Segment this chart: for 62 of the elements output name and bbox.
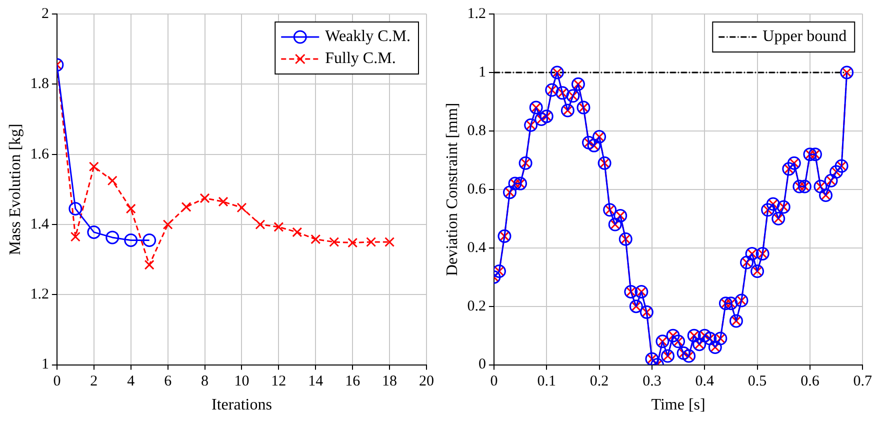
y-tick-label: 0.6 (467, 181, 486, 198)
point (87, 225, 101, 239)
x-tick-label: 18 (382, 374, 398, 390)
x-tick-label: 0.4 (695, 374, 714, 390)
y-tick-label: 1.8 (30, 76, 49, 92)
y-tick-label: 0 (478, 356, 486, 373)
point (106, 230, 120, 244)
legend-label: Upper bound (762, 28, 847, 46)
x-tick-label: 8 (201, 374, 209, 390)
point (68, 202, 82, 216)
x-axis-title: Time [s] (651, 396, 706, 414)
x-tick-label: 16 (345, 374, 361, 390)
y-tick-label: 0.4 (467, 240, 486, 256)
point (126, 204, 136, 214)
y-tick-label: 2 (41, 6, 49, 22)
x-tick-label: 14 (308, 374, 324, 390)
y-tick-label: 0.2 (467, 298, 486, 314)
legend-label: Fully C.M. (325, 50, 396, 68)
x-axis-title: Iterations (212, 396, 272, 414)
point (366, 237, 376, 248)
y-tick-label: 1.2 (467, 6, 486, 22)
x-tick-label: 0 (490, 374, 498, 390)
x-tick-label: 0.3 (642, 374, 662, 390)
point (255, 219, 266, 230)
y-tick-label: 1 (478, 64, 486, 80)
x-tick-label: 0.2 (590, 374, 609, 390)
point (236, 202, 247, 213)
point (310, 234, 321, 244)
point (142, 234, 156, 248)
y-tick-label: 1.4 (30, 216, 50, 232)
y-axis-title: Deviation Constraint [mm] (444, 102, 461, 276)
x-tick-label: 6 (164, 374, 172, 390)
x-tick-label: 4 (127, 374, 136, 390)
y-axis-title: Mass Evolution [kg] (6, 124, 24, 256)
point (70, 232, 80, 242)
point (292, 227, 302, 238)
point (88, 162, 99, 172)
point (384, 237, 395, 248)
point (274, 222, 284, 232)
legend-label: Weakly C.M. (325, 28, 411, 46)
x-tick-label: 0.6 (800, 374, 820, 390)
point (329, 237, 340, 248)
point (348, 238, 358, 248)
x-tick-label: 0.7 (853, 374, 872, 390)
point (107, 176, 118, 186)
point (124, 234, 138, 248)
x-tick-label: 2 (90, 374, 98, 390)
point (218, 196, 228, 207)
x-tick-label: 0 (53, 374, 61, 390)
x-tick-label: 0.1 (537, 374, 556, 390)
x-tick-label: 20 (419, 374, 434, 390)
point (144, 260, 154, 270)
point (181, 202, 192, 212)
x-tick-label: 10 (234, 374, 250, 390)
y-tick-label: 1.6 (30, 146, 50, 162)
y-tick-label: 0.8 (467, 122, 486, 139)
point (200, 193, 210, 204)
y-tick-label: 1.2 (30, 286, 49, 303)
x-tick-label: 0.5 (748, 374, 767, 390)
y-tick-label: 1 (41, 356, 49, 373)
x-tick-label: 12 (271, 374, 286, 390)
point (162, 219, 173, 230)
